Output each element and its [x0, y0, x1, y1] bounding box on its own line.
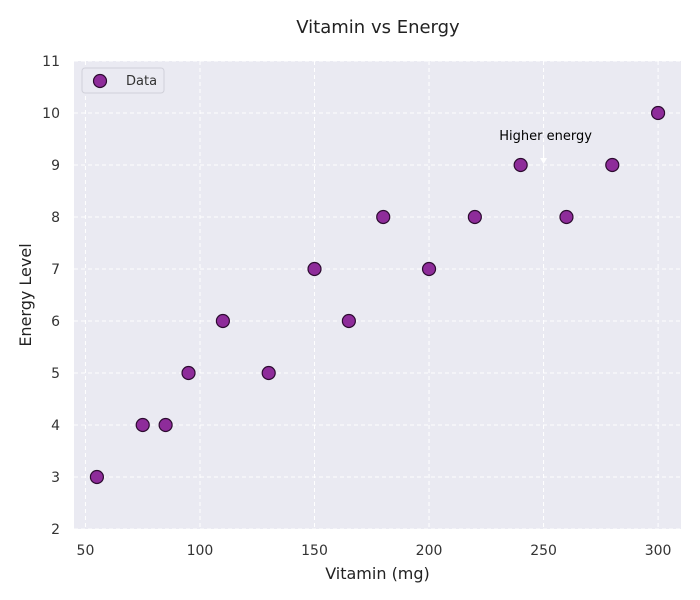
data-points [89, 105, 666, 485]
x-tick-label: 200 [416, 543, 443, 559]
y-axis-label: Energy Level [16, 243, 35, 346]
data-point [215, 313, 230, 329]
annotation-arrow-head [540, 158, 548, 164]
data-point [261, 365, 276, 381]
x-axis-label: Vitamin (mg) [325, 564, 430, 583]
y-tick-label: 6 [51, 314, 60, 330]
data-point [421, 261, 437, 277]
data-point [605, 157, 620, 173]
data-point [135, 417, 150, 433]
y-tick-label: 5 [51, 366, 60, 382]
data-point [376, 209, 391, 225]
data-point [307, 261, 322, 277]
y-tick-label: 4 [51, 418, 60, 434]
y-tick-label: 7 [51, 262, 60, 278]
data-point [513, 157, 528, 173]
x-tick-label: 150 [301, 543, 328, 559]
data-point [559, 209, 574, 225]
data-point [89, 469, 105, 485]
y-tick-label: 11 [42, 54, 60, 70]
data-point [158, 417, 173, 433]
plot-area [74, 61, 681, 529]
data-point [181, 365, 196, 381]
legend-label: Data [126, 74, 157, 89]
y-tick-label: 9 [51, 158, 60, 174]
data-point [467, 209, 482, 225]
annotation-label: Higher energy [499, 129, 592, 144]
y-tick-label: 2 [51, 522, 60, 538]
axis-text: 50 100 150 200 250 300 2 3 4 5 6 7 8 9 10 11 [42, 54, 671, 559]
annotation-layer: Higher energy [499, 129, 592, 164]
chart-title: Vitamin vs Energy [296, 17, 460, 38]
x-tick-label: 50 [77, 543, 95, 559]
x-tick-label: 250 [530, 543, 557, 559]
legend: Data [81, 67, 165, 94]
data-point [341, 313, 356, 329]
legend-marker [92, 73, 108, 89]
y-tick-label: 10 [42, 106, 60, 122]
x-tick-label: 300 [645, 543, 672, 559]
data-point [650, 105, 666, 121]
y-tick-label: 3 [51, 470, 60, 486]
y-tick-label: 8 [51, 210, 60, 226]
x-tick-label: 100 [187, 543, 214, 559]
